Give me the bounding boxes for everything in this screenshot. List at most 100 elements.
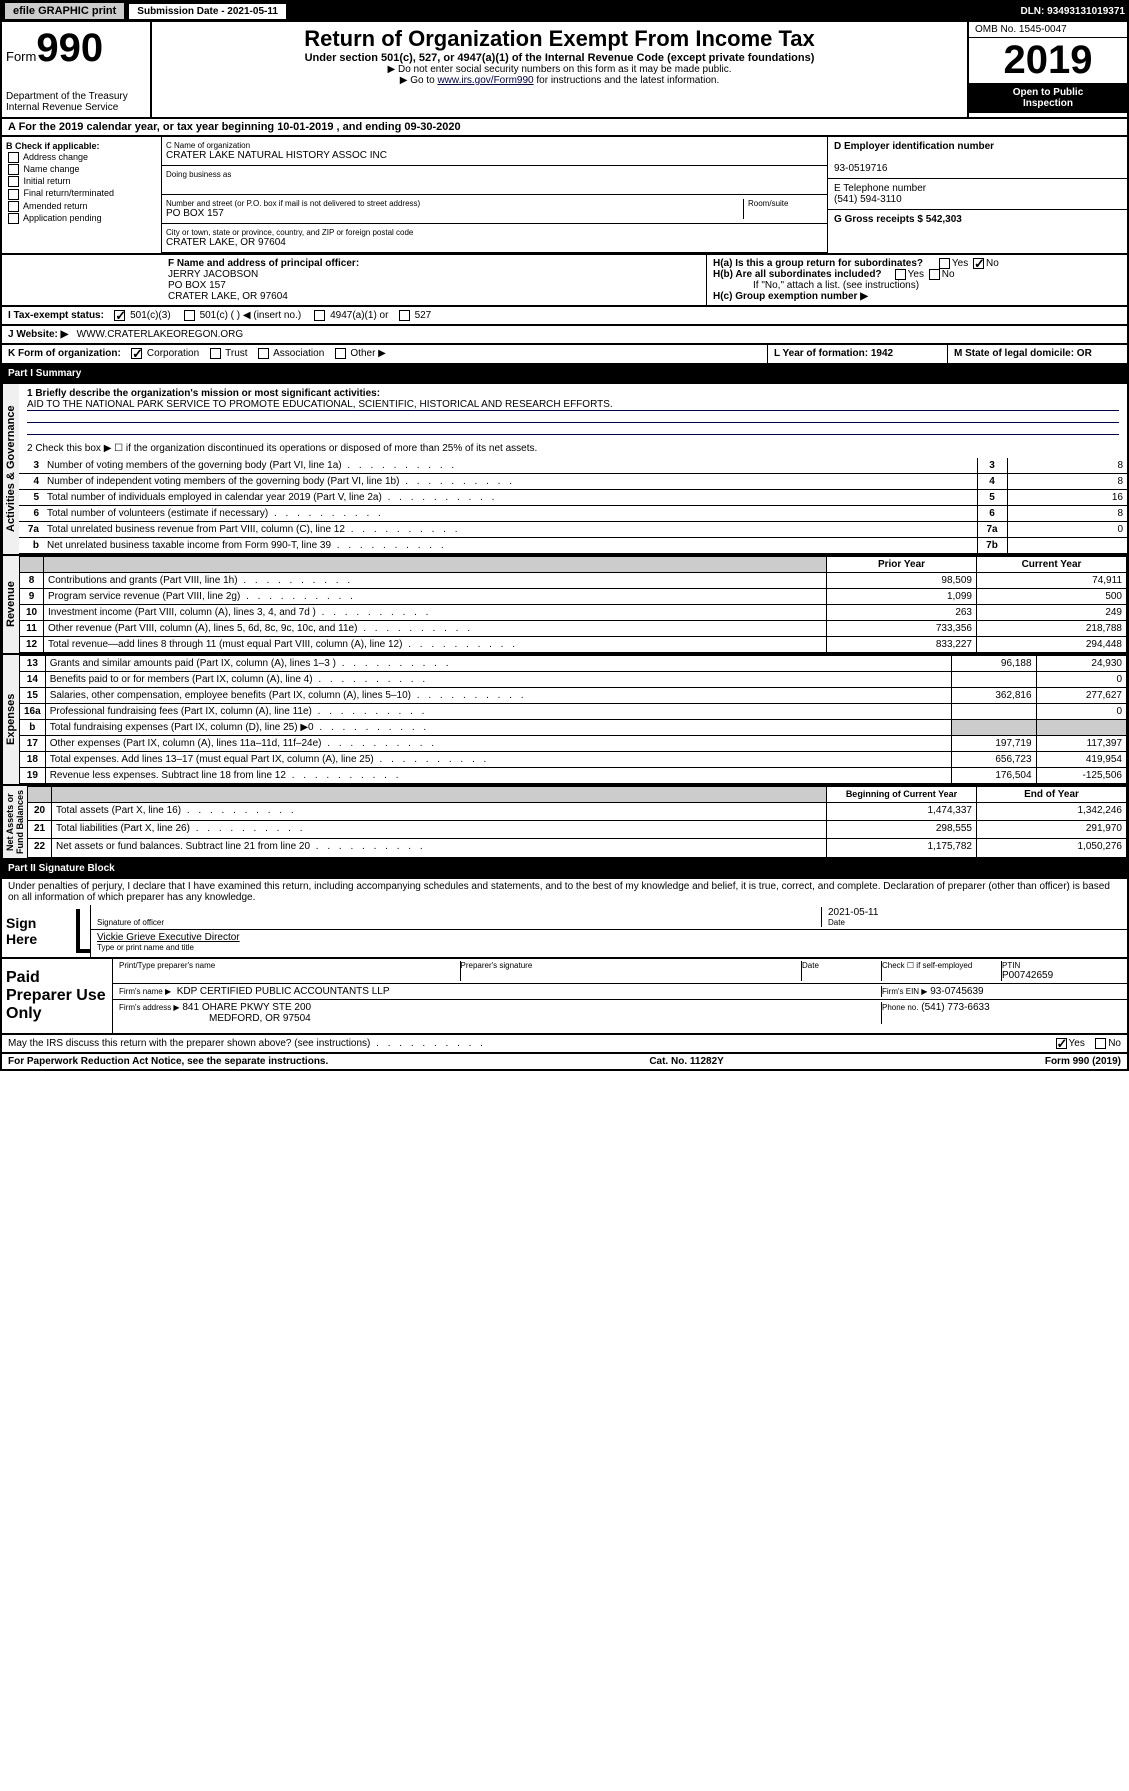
gov-row: 7aTotal unrelated business revenue from … bbox=[19, 521, 1127, 537]
line2-discontinued: 2 Check this box ▶ ☐ if the organization… bbox=[19, 439, 1127, 458]
firm-ein: 93-0745639 bbox=[930, 986, 983, 997]
prep-name-header: Print/Type preparer's name bbox=[119, 961, 460, 981]
sig-date: 2021-05-11 bbox=[828, 907, 1121, 918]
cb-name-change[interactable]: Name change bbox=[6, 164, 157, 175]
efile-header: efile GRAPHIC print Submission Date - 20… bbox=[0, 0, 1129, 22]
header-beginning-year: Beginning of Current Year bbox=[827, 786, 977, 802]
cb-501c3[interactable] bbox=[114, 310, 125, 321]
prep-selfemployed: Check ☐ if self-employed bbox=[881, 961, 1001, 981]
ptin-label: PTIN bbox=[1002, 961, 1121, 970]
section-revenue: Revenue Prior Year Current Year 8Contrib… bbox=[0, 556, 1129, 655]
cb-application-pending[interactable]: Application pending bbox=[6, 213, 157, 224]
line1-label: 1 Briefly describe the organization's mi… bbox=[27, 388, 380, 399]
section-governance: Activities & Governance 1 Briefly descri… bbox=[0, 384, 1129, 556]
cb-527[interactable] bbox=[399, 310, 410, 321]
row-k-l-m: K Form of organization: Corporation Trus… bbox=[0, 345, 1129, 364]
hb-subordinates: H(b) Are all subordinates included? Yes … bbox=[713, 269, 1121, 280]
cb-initial-return[interactable]: Initial return bbox=[6, 176, 157, 187]
e-phone-label: E Telephone number bbox=[834, 183, 926, 194]
paid-preparer-block: Paid Preparer Use Only Print/Type prepar… bbox=[0, 959, 1129, 1035]
firm-name: KDP CERTIFIED PUBLIC ACCOUNTANTS LLP bbox=[177, 986, 390, 997]
f-officer-label: F Name and address of principal officer: bbox=[168, 258, 359, 269]
expenses-table: 13Grants and similar amounts paid (Part … bbox=[19, 655, 1127, 784]
revenue-row: 9Program service revenue (Part VIII, lin… bbox=[20, 588, 1127, 604]
sign-here-label: Sign Here bbox=[2, 905, 72, 957]
cb-discuss-no[interactable] bbox=[1095, 1038, 1106, 1049]
form-title: Return of Organization Exempt From Incom… bbox=[156, 26, 963, 52]
sig-officer-label: Signature of officer bbox=[97, 918, 821, 927]
telephone: (541) 594-3110 bbox=[834, 194, 902, 205]
right-box: OMB No. 1545-0047 2019 Open to PublicIns… bbox=[967, 22, 1127, 117]
city-state-zip: CRATER LAKE, OR 97604 bbox=[166, 237, 823, 248]
expense-row: 17Other expenses (Part IX, column (A), l… bbox=[20, 735, 1127, 751]
officer-name: JERRY JACOBSON bbox=[168, 269, 258, 280]
title-box: Return of Organization Exempt From Incom… bbox=[152, 22, 967, 117]
org-name: CRATER LAKE NATURAL HISTORY ASSOC INC bbox=[166, 150, 823, 161]
ein: 93-0519716 bbox=[834, 163, 887, 174]
gov-row: bNet unrelated business taxable income f… bbox=[19, 537, 1127, 553]
officer-name-label: Type or print name and title bbox=[97, 943, 1121, 952]
tax-year: 2019 bbox=[969, 38, 1127, 83]
form-number: 990 bbox=[36, 26, 103, 70]
expense-row: 14Benefits paid to or for members (Part … bbox=[20, 671, 1127, 687]
c-name-label: C Name of organization bbox=[166, 141, 823, 150]
form-word: Form bbox=[6, 49, 36, 64]
hb-note: If "No," attach a list. (see instruction… bbox=[713, 280, 1121, 291]
d-ein-label: D Employer identification number bbox=[834, 141, 994, 152]
subtitle-1: Under section 501(c), 527, or 4947(a)(1)… bbox=[156, 52, 963, 64]
efile-print-button[interactable]: efile GRAPHIC print bbox=[4, 2, 125, 20]
year-of-formation: L Year of formation: 1942 bbox=[767, 345, 947, 362]
cb-association[interactable] bbox=[258, 348, 269, 359]
revenue-row: 8Contributions and grants (Part VIII, li… bbox=[20, 572, 1127, 588]
cb-discuss-yes[interactable] bbox=[1056, 1038, 1067, 1049]
column-b-checkboxes: B Check if applicable: Address change Na… bbox=[2, 137, 162, 253]
website-url: WWW.CRATERLAKEOREGON.ORG bbox=[77, 329, 244, 340]
addr-label: Number and street (or P.O. box if mail i… bbox=[166, 199, 743, 208]
form-header-grid: Form990 Department of the Treasury Inter… bbox=[0, 22, 1129, 119]
expense-row: 13Grants and similar amounts paid (Part … bbox=[20, 655, 1127, 671]
irs-link[interactable]: www.irs.gov/Form990 bbox=[437, 75, 533, 86]
vert-label-expenses: Expenses bbox=[2, 655, 19, 784]
revenue-row: 11Other revenue (Part VIII, column (A), … bbox=[20, 620, 1127, 636]
form-number-box: Form990 Department of the Treasury Inter… bbox=[2, 22, 152, 117]
prep-sig-header: Preparer's signature bbox=[460, 961, 802, 981]
part2-header-row: Part II Signature Block bbox=[0, 860, 1129, 879]
section-expenses: Expenses 13Grants and similar amounts pa… bbox=[0, 655, 1129, 786]
cb-501c[interactable] bbox=[184, 310, 195, 321]
open-to-public: Open to PublicInspection bbox=[969, 83, 1127, 113]
net-assets-row: 20Total assets (Part X, line 16)1,474,33… bbox=[28, 802, 1127, 820]
city-label: City or town, state or province, country… bbox=[166, 228, 823, 237]
ha-group-return: H(a) Is this a group return for subordin… bbox=[713, 258, 1121, 269]
header-prior-year: Prior Year bbox=[827, 556, 977, 572]
governance-table: 3Number of voting members of the governi… bbox=[19, 458, 1127, 554]
cb-amended-return[interactable]: Amended return bbox=[6, 201, 157, 212]
header-end-year: End of Year bbox=[977, 786, 1127, 802]
cb-address-change[interactable]: Address change bbox=[6, 152, 157, 163]
row-f-h: F Name and address of principal officer:… bbox=[0, 255, 1129, 307]
row-i-tax-status: I Tax-exempt status: 501(c)(3) 501(c) ( … bbox=[0, 307, 1129, 326]
header-current-year: Current Year bbox=[977, 556, 1127, 572]
mission-text: AID TO THE NATIONAL PARK SERVICE TO PROM… bbox=[27, 399, 613, 410]
cb-corporation[interactable] bbox=[131, 348, 142, 359]
revenue-table: Prior Year Current Year 8Contributions a… bbox=[19, 556, 1127, 653]
cb-final-return[interactable]: Final return/terminated bbox=[6, 188, 157, 199]
gross-receipts: G Gross receipts $ 542,303 bbox=[834, 214, 962, 225]
omb-number: OMB No. 1545-0047 bbox=[969, 22, 1127, 38]
vert-label-net-assets: Net Assets orFund Balances bbox=[2, 786, 27, 858]
footer-mid: Cat. No. 11282Y bbox=[649, 1056, 723, 1067]
sign-here-block: Sign Here Signature of officer 2021-05-1… bbox=[0, 905, 1129, 959]
column-d-g: D Employer identification number 93-0519… bbox=[827, 137, 1127, 253]
footer-right: Form 990 (2019) bbox=[1045, 1056, 1121, 1067]
discuss-row: May the IRS discuss this return with the… bbox=[0, 1035, 1129, 1054]
cb-trust[interactable] bbox=[210, 348, 221, 359]
state-of-domicile: M State of legal domicile: OR bbox=[947, 345, 1127, 362]
cb-other[interactable] bbox=[335, 348, 346, 359]
vert-label-governance: Activities & Governance bbox=[2, 384, 19, 554]
paid-preparer-label: Paid Preparer Use Only bbox=[2, 959, 112, 1033]
cb-4947[interactable] bbox=[314, 310, 325, 321]
room-label: Room/suite bbox=[748, 199, 823, 208]
department: Department of the Treasury Internal Reve… bbox=[6, 91, 146, 113]
submission-date: Submission Date - 2021-05-11 bbox=[129, 4, 286, 19]
subtitle-2: ▶ Do not enter social security numbers o… bbox=[156, 64, 963, 75]
sig-date-label: Date bbox=[828, 918, 1121, 927]
